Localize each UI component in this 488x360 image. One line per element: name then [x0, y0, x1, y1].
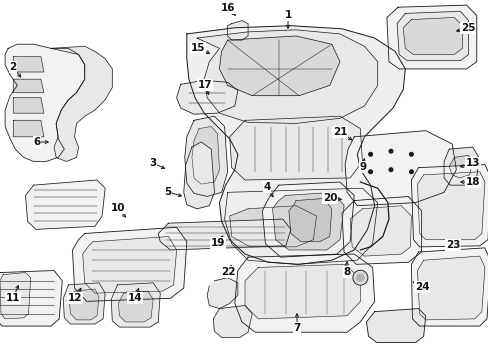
Text: 14: 14: [127, 293, 142, 303]
Polygon shape: [443, 147, 478, 185]
Polygon shape: [410, 248, 488, 326]
Polygon shape: [5, 44, 84, 162]
Circle shape: [368, 170, 372, 174]
Text: 15: 15: [190, 43, 205, 53]
Text: 5: 5: [164, 187, 171, 197]
Polygon shape: [417, 172, 484, 240]
Polygon shape: [396, 11, 468, 61]
Text: 12: 12: [68, 293, 82, 303]
Polygon shape: [51, 46, 112, 162]
Text: 23: 23: [445, 240, 459, 250]
Polygon shape: [345, 131, 455, 206]
Polygon shape: [219, 36, 339, 96]
Circle shape: [352, 270, 367, 285]
Polygon shape: [341, 197, 421, 264]
Polygon shape: [224, 188, 377, 264]
Text: 18: 18: [465, 177, 479, 187]
Text: 2: 2: [9, 62, 17, 72]
Polygon shape: [13, 79, 44, 93]
Polygon shape: [82, 237, 176, 293]
Polygon shape: [176, 80, 237, 114]
Polygon shape: [229, 206, 316, 247]
Circle shape: [388, 149, 392, 153]
Text: 6: 6: [33, 137, 41, 147]
Text: 24: 24: [414, 282, 428, 292]
Text: 22: 22: [220, 267, 235, 277]
Circle shape: [356, 274, 363, 281]
Polygon shape: [186, 26, 405, 264]
Polygon shape: [69, 289, 99, 320]
Circle shape: [368, 153, 372, 156]
Polygon shape: [0, 270, 62, 326]
Polygon shape: [118, 291, 153, 322]
Polygon shape: [111, 283, 160, 327]
Polygon shape: [0, 273, 31, 319]
Polygon shape: [25, 180, 105, 229]
Polygon shape: [158, 219, 290, 250]
Text: 17: 17: [197, 80, 212, 90]
Text: 4: 4: [263, 182, 270, 192]
Polygon shape: [207, 278, 237, 309]
Polygon shape: [272, 192, 344, 250]
Text: 8: 8: [343, 267, 350, 277]
Text: 16: 16: [220, 3, 235, 13]
Polygon shape: [386, 5, 476, 69]
Polygon shape: [244, 264, 360, 319]
Polygon shape: [191, 126, 219, 184]
Polygon shape: [349, 206, 410, 256]
Polygon shape: [213, 306, 252, 337]
Polygon shape: [227, 21, 247, 40]
Text: 19: 19: [210, 238, 225, 248]
Text: 25: 25: [460, 23, 474, 33]
Text: 21: 21: [332, 127, 346, 137]
Polygon shape: [63, 283, 105, 324]
Text: 7: 7: [293, 323, 300, 333]
Polygon shape: [417, 256, 484, 320]
Polygon shape: [403, 18, 462, 54]
Circle shape: [409, 153, 412, 156]
Circle shape: [388, 168, 392, 171]
Polygon shape: [197, 30, 377, 123]
Polygon shape: [13, 57, 44, 72]
Polygon shape: [288, 198, 331, 242]
Polygon shape: [366, 309, 425, 342]
Text: 3: 3: [149, 158, 156, 168]
Text: 1: 1: [284, 10, 291, 20]
Text: 9: 9: [359, 162, 366, 172]
Polygon shape: [448, 155, 472, 178]
Polygon shape: [234, 254, 374, 332]
Polygon shape: [184, 116, 227, 197]
Text: 20: 20: [322, 193, 337, 203]
Polygon shape: [262, 182, 353, 257]
Text: 11: 11: [6, 293, 20, 303]
Polygon shape: [72, 227, 186, 301]
Polygon shape: [183, 142, 214, 209]
Polygon shape: [410, 165, 488, 247]
Circle shape: [409, 170, 412, 174]
Text: 13: 13: [465, 158, 479, 168]
Text: 10: 10: [110, 203, 125, 213]
Polygon shape: [229, 116, 362, 180]
Polygon shape: [13, 120, 44, 137]
Polygon shape: [13, 98, 44, 113]
